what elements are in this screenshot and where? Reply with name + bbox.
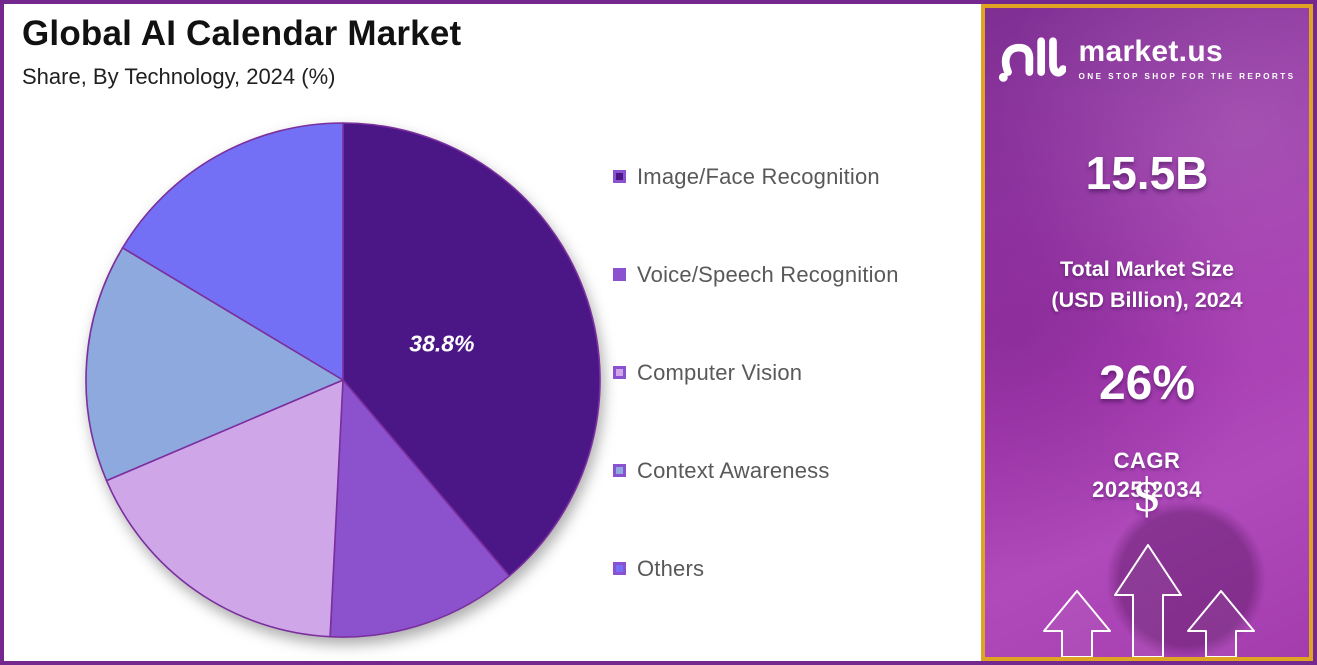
legend-item: Computer Vision [613,352,899,393]
legend-swatch-icon [613,562,626,575]
chart-panel: Global AI Calendar Market Share, By Tech… [4,4,981,661]
up-arrows-icon [1043,544,1255,657]
legend-label: Computer Vision [637,359,803,385]
legend-swatch-icon [613,366,626,379]
chart-legend: Image/Face Recognition Voice/Speech Recog… [613,156,899,646]
total-market-size-label-line2: (USD Billion), 2024 [1051,288,1243,312]
legend-swatch-icon [613,464,626,477]
brand-sidebar: market.us ONE STOP SHOP FOR THE REPORTS … [981,4,1313,661]
pie-slice-voice-speech-recognition [329,379,511,638]
brand-name: market.us [1078,35,1223,68]
pie-slice-computer-vision [105,379,344,638]
legend-item: Others [613,548,899,589]
total-market-size-label: Total Market Size (USD Billion), 2024 [1051,254,1242,316]
brand-logo: market.us ONE STOP SHOP FOR THE REPORTS [998,30,1295,88]
total-market-size-label-line1: Total Market Size [1059,257,1235,281]
legend-label: Others [637,555,705,581]
pie-slice-others [121,122,344,381]
pie-chart: 38.8% [85,122,601,638]
cagr-label: CAGR 2025-2034 [1092,446,1202,504]
pie-data-label: 38.8% [409,331,474,357]
cagr-label-line2: 2025-2034 [1092,477,1202,502]
brand-tagline: ONE STOP SHOP FOR THE REPORTS [1078,72,1296,81]
page-subtitle: Share, By Technology, 2024 (%) [22,64,336,89]
legend-swatch-icon [613,268,626,281]
legend-label: Image/Face Recognition [637,163,880,189]
legend-item: Context Awareness [613,450,899,491]
brand-text-block: market.us ONE STOP SHOP FOR THE REPORTS [1078,35,1296,82]
pie-slice-image-face-recognition [342,122,601,577]
legend-item: Image/Face Recognition [613,156,899,197]
legend-label: Context Awareness [637,457,830,483]
legend-item: Voice/Speech Recognition [613,254,899,295]
market-us-logo-icon [999,37,1067,82]
legend-swatch-icon [613,170,626,183]
cagr-label-line1: CAGR [1113,448,1181,473]
cagr-value: 26% [1098,357,1196,410]
page-title: Global AI Calendar Market [22,14,462,53]
pie-slice-context-awareness [85,246,344,482]
total-market-size-value: 15.5B [1085,147,1209,199]
legend-label: Voice/Speech Recognition [637,261,899,287]
